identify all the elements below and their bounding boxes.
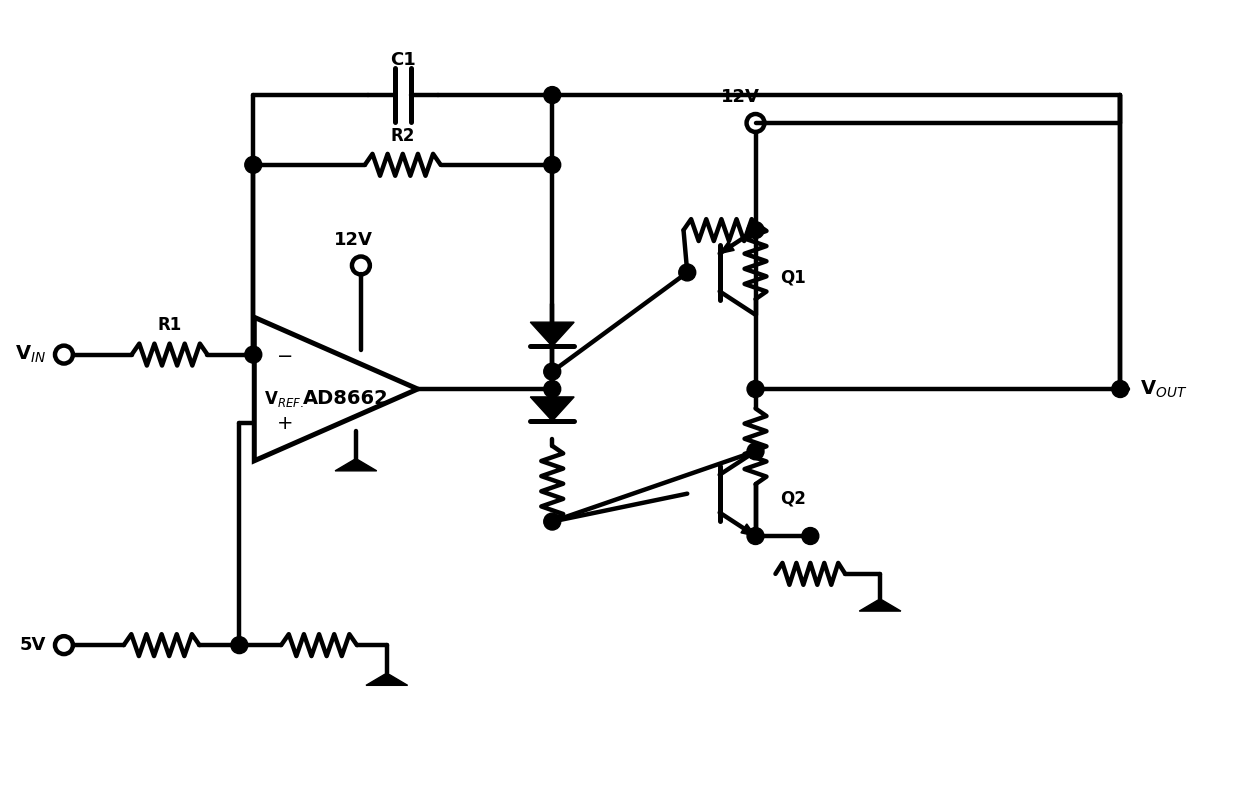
- Text: Q1: Q1: [781, 268, 807, 287]
- Text: 5V: 5V: [20, 636, 46, 654]
- Circle shape: [544, 513, 561, 530]
- Text: 12V: 12V: [333, 230, 373, 249]
- Text: V$_{REF.}$: V$_{REF.}$: [264, 388, 304, 409]
- Circle shape: [544, 380, 561, 398]
- Polygon shape: [741, 524, 756, 536]
- Circle shape: [679, 264, 696, 281]
- Text: R1: R1: [157, 316, 182, 333]
- Text: Q2: Q2: [781, 490, 807, 507]
- Circle shape: [747, 380, 764, 398]
- Polygon shape: [860, 599, 901, 611]
- Polygon shape: [530, 397, 574, 421]
- Text: $-$: $-$: [276, 345, 292, 364]
- Polygon shape: [335, 459, 377, 471]
- Polygon shape: [366, 673, 408, 685]
- Circle shape: [544, 156, 561, 173]
- Circle shape: [544, 363, 561, 380]
- Text: V$_{IN}$: V$_{IN}$: [15, 344, 46, 365]
- Text: R2: R2: [390, 127, 415, 145]
- Circle shape: [544, 87, 561, 103]
- Text: $+$: $+$: [276, 414, 292, 433]
- Circle shape: [747, 443, 764, 460]
- Circle shape: [747, 222, 764, 238]
- Circle shape: [747, 527, 764, 545]
- Polygon shape: [720, 241, 735, 253]
- Polygon shape: [254, 318, 418, 461]
- Polygon shape: [530, 322, 574, 346]
- Circle shape: [802, 527, 819, 545]
- Text: V$_{OUT}$: V$_{OUT}$: [1140, 379, 1187, 399]
- Circle shape: [230, 637, 248, 653]
- Circle shape: [245, 346, 261, 363]
- Circle shape: [1111, 380, 1129, 398]
- Text: 12V: 12V: [721, 88, 760, 106]
- Text: C1: C1: [390, 51, 415, 69]
- Circle shape: [245, 156, 261, 173]
- Text: AD8662: AD8662: [304, 390, 389, 408]
